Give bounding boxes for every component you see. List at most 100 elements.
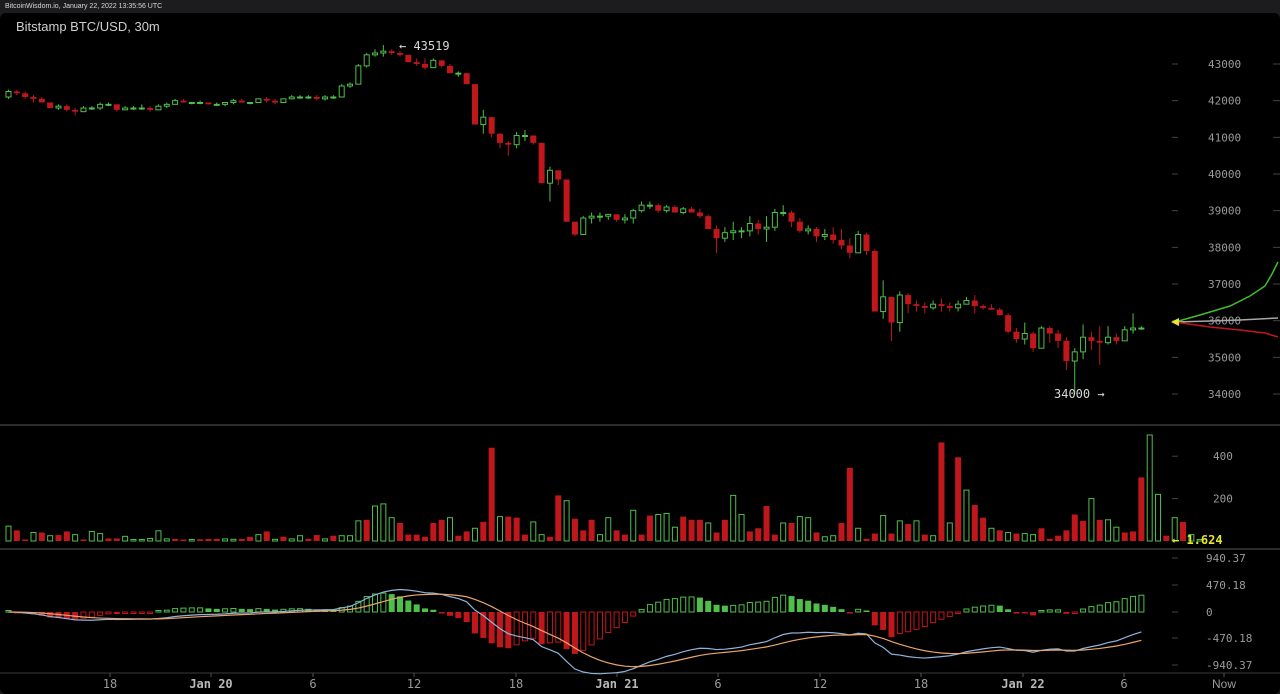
candle-body-up[interactable] <box>480 116 487 126</box>
candle-body-up[interactable] <box>1080 336 1087 353</box>
candle-body-up[interactable] <box>930 303 937 309</box>
candle-body-up[interactable] <box>197 102 204 105</box>
candle-body-down[interactable] <box>397 52 404 55</box>
candle-body-up[interactable] <box>188 102 195 105</box>
candle-body-up[interactable] <box>805 228 812 232</box>
candle-body-up[interactable] <box>896 294 903 324</box>
candle-body-up[interactable] <box>771 212 778 228</box>
candle-body-up[interactable] <box>455 72 462 75</box>
candle-body-up[interactable] <box>630 210 637 219</box>
candle-body-down[interactable] <box>688 208 695 213</box>
candle-body-up[interactable] <box>1021 333 1028 340</box>
candle-body-up[interactable] <box>305 96 312 99</box>
candle-body-down[interactable] <box>272 100 279 103</box>
candle-body-up[interactable] <box>730 230 737 234</box>
candle-body-down[interactable] <box>980 306 987 308</box>
candle-body-down[interactable] <box>996 309 1003 316</box>
candle-body-down[interactable] <box>113 104 120 110</box>
candle-body-down[interactable] <box>13 91 20 94</box>
candle-body-down[interactable] <box>405 54 412 63</box>
candle-body-down[interactable] <box>63 106 70 110</box>
candle-body-up[interactable] <box>621 217 628 221</box>
candle-body-down[interactable] <box>30 97 37 99</box>
candle-body-up[interactable] <box>1071 351 1078 362</box>
candle-body-down[interactable] <box>946 306 953 308</box>
candle-body-down[interactable] <box>1046 328 1053 334</box>
candle-body-up[interactable] <box>97 103 104 109</box>
candle-body-up[interactable] <box>513 135 520 146</box>
candle-body-down[interactable] <box>838 240 845 246</box>
candle-body-up[interactable] <box>330 96 337 99</box>
candle-body-down[interactable] <box>47 102 54 109</box>
candle-body-down[interactable] <box>1063 340 1070 362</box>
candle-body-up[interactable] <box>80 107 87 113</box>
candle-body-down[interactable] <box>72 109 79 112</box>
candle-body-up[interactable] <box>297 96 304 99</box>
candle-body-up[interactable] <box>588 215 595 219</box>
candle-body-up[interactable] <box>5 91 12 98</box>
candle-body-up[interactable] <box>721 232 728 239</box>
candle-body-up[interactable] <box>521 135 528 138</box>
candle-body-up[interactable] <box>605 213 612 217</box>
candle-body-down[interactable] <box>1088 337 1095 341</box>
candle-body-up[interactable] <box>105 103 112 106</box>
candle-body-up[interactable] <box>155 105 162 111</box>
candle-body-down[interactable] <box>205 102 212 105</box>
candle-body-down[interactable] <box>1113 337 1120 341</box>
candle-body-down[interactable] <box>1013 331 1020 340</box>
candle-body-up[interactable] <box>222 102 229 105</box>
candle-body-down[interactable] <box>613 214 620 220</box>
candle-body-down[interactable] <box>496 133 503 143</box>
candle-body-down[interactable] <box>863 234 870 252</box>
candle-body-down[interactable] <box>22 93 29 98</box>
candle-body-down[interactable] <box>830 234 837 241</box>
candle-body-down[interactable] <box>846 245 853 253</box>
candle-body-up[interactable] <box>88 107 95 110</box>
candle-body-up[interactable] <box>172 100 179 105</box>
candle-body-up[interactable] <box>255 98 262 104</box>
candle-body-up[interactable] <box>122 107 129 111</box>
candle-body-down[interactable] <box>471 84 478 125</box>
candle-body-down[interactable] <box>1055 333 1062 341</box>
candle-body-down[interactable] <box>813 229 820 237</box>
candle-body-down[interactable] <box>38 98 45 103</box>
candle-body-down[interactable] <box>313 97 320 99</box>
candle-body-up[interactable] <box>430 59 437 69</box>
candle-body-up[interactable] <box>738 230 745 233</box>
candle-body-up[interactable] <box>55 105 62 109</box>
candle-body-up[interactable] <box>372 52 379 56</box>
candle-body-up[interactable] <box>955 303 962 309</box>
candle-body-down[interactable] <box>971 300 978 307</box>
candle-body-up[interactable] <box>746 223 753 232</box>
candle-body-up[interactable] <box>638 204 645 212</box>
candle-body-down[interactable] <box>463 73 470 85</box>
candle-body-down[interactable] <box>713 229 720 239</box>
candle-body-up[interactable] <box>280 98 287 104</box>
candle-body-up[interactable] <box>855 234 862 254</box>
candle-body-down[interactable] <box>905 295 912 305</box>
candle-body-down[interactable] <box>671 207 678 213</box>
candle-body-up[interactable] <box>1130 327 1137 331</box>
candle-body-down[interactable] <box>438 60 445 66</box>
candle-body-down[interactable] <box>938 304 945 307</box>
candle-body-up[interactable] <box>1121 329 1128 342</box>
candle-body-down[interactable] <box>488 117 495 134</box>
candle-body-up[interactable] <box>1105 336 1112 344</box>
candle-body-up[interactable] <box>646 204 653 207</box>
candle-body-down[interactable] <box>388 51 395 53</box>
candle-body-up[interactable] <box>1038 327 1045 349</box>
candle-body-up[interactable] <box>680 208 687 214</box>
candle-body-up[interactable] <box>1138 327 1145 330</box>
candle-body-down[interactable] <box>705 216 712 230</box>
candle-body-down[interactable] <box>888 296 895 323</box>
candle-body-up[interactable] <box>580 217 587 236</box>
candle-body-up[interactable] <box>138 107 145 110</box>
candle-body-down[interactable] <box>180 100 187 103</box>
candle-body-down[interactable] <box>263 98 270 101</box>
candle-body-down[interactable] <box>1096 340 1103 343</box>
candle-body-up[interactable] <box>355 65 362 85</box>
candle-body-up[interactable] <box>963 300 970 305</box>
candle-body-up[interactable] <box>880 296 887 313</box>
candle-body-down[interactable] <box>988 307 995 310</box>
candle-body-down[interactable] <box>238 100 245 103</box>
